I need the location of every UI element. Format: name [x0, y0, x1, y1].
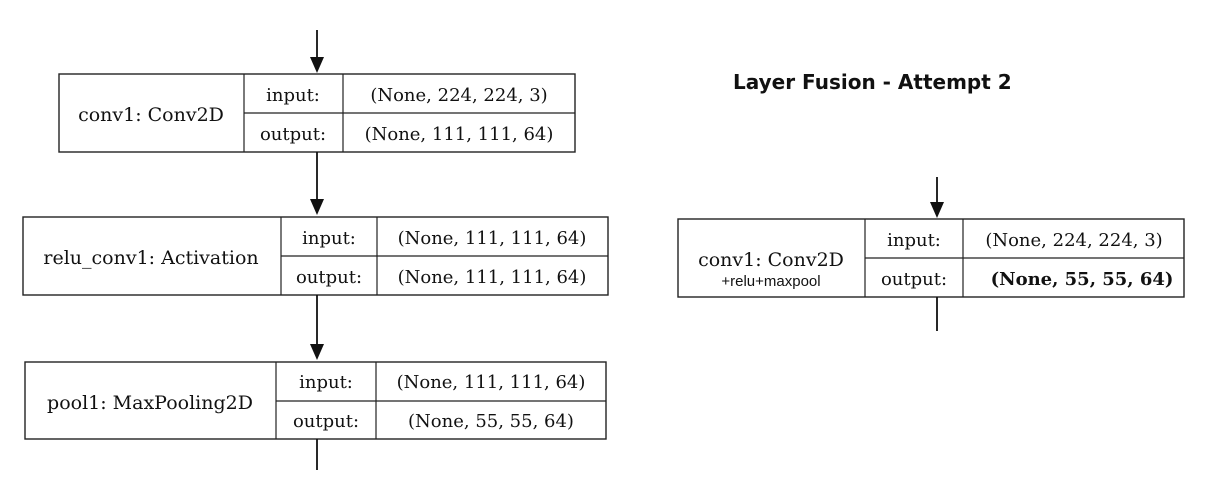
- layer-node-conv1: conv1: Conv2D input: (None, 224, 224, 3)…: [58, 73, 576, 153]
- arrow-head-icon: [930, 202, 944, 218]
- output-label: output:: [881, 269, 947, 290]
- arrow-head-icon: [310, 344, 324, 360]
- layer-node-fused-conv1: conv1: Conv2D +relu+maxpool input: (None…: [677, 218, 1185, 298]
- layer-name: conv1: Conv2D: [698, 249, 844, 271]
- output-shape: (None, 111, 111, 64): [398, 267, 587, 288]
- input-shape: (None, 111, 111, 64): [398, 228, 587, 249]
- output-shape: (None, 55, 55, 64): [991, 269, 1174, 290]
- arrow-head-icon: [310, 199, 324, 215]
- arrow-into-fused-conv1: [930, 177, 944, 218]
- diagram-heading: Layer Fusion - Attempt 2: [733, 70, 1012, 94]
- input-shape: (None, 224, 224, 3): [985, 230, 1162, 251]
- output-shape: (None, 111, 111, 64): [365, 124, 554, 145]
- layer-node-relu-conv1: relu_conv1: Activation input: (None, 111…: [22, 216, 609, 296]
- input-label: input:: [299, 372, 353, 393]
- arrow-conv1-to-relu: [310, 152, 324, 215]
- input-label: input:: [302, 228, 356, 249]
- arrow-relu-to-pool: [310, 295, 324, 360]
- layer-name: conv1: Conv2D: [78, 104, 224, 126]
- output-label: output:: [296, 267, 362, 288]
- input-label: input:: [266, 85, 320, 106]
- output-label: output:: [293, 411, 359, 432]
- output-shape: (None, 55, 55, 64): [408, 411, 574, 432]
- layer-node-pool1: pool1: MaxPooling2D input: (None, 111, 1…: [24, 361, 607, 440]
- input-shape: (None, 111, 111, 64): [397, 372, 586, 393]
- layer-name: pool1: MaxPooling2D: [47, 392, 253, 414]
- arrow-into-conv1: [310, 30, 324, 73]
- layer-name: relu_conv1: Activation: [43, 247, 258, 269]
- input-label: input:: [887, 230, 941, 251]
- arrow-head-icon: [310, 57, 324, 73]
- layer-subtitle: +relu+maxpool: [721, 273, 820, 290]
- output-label: output:: [260, 124, 326, 145]
- input-shape: (None, 224, 224, 3): [370, 85, 547, 106]
